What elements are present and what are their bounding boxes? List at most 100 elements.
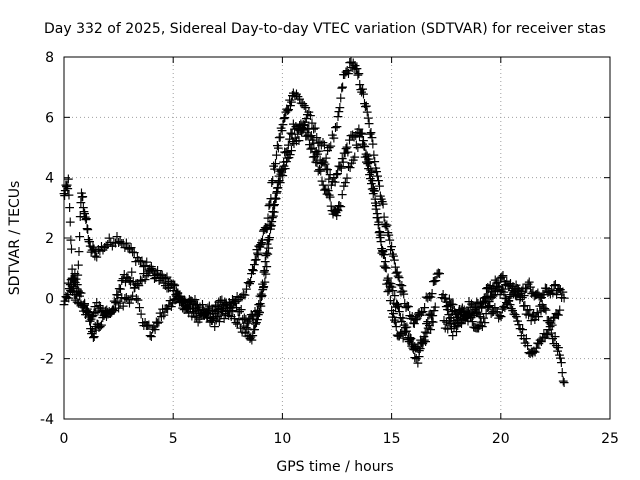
data-point: + — [150, 314, 162, 330]
data-point: + — [466, 297, 478, 313]
data-point: + — [84, 313, 96, 329]
data-point: + — [329, 174, 341, 190]
data-point: + — [248, 257, 260, 273]
data-point: + — [523, 307, 535, 323]
data-point: + — [420, 290, 432, 306]
data-point: + — [297, 122, 309, 138]
data-point: + — [278, 158, 290, 174]
data-point: + — [117, 236, 129, 252]
data-point: + — [377, 243, 389, 259]
data-point: + — [453, 302, 465, 318]
data-point: + — [199, 306, 211, 322]
data-point: + — [469, 320, 481, 336]
data-point: + — [139, 258, 151, 274]
data-point: + — [66, 281, 78, 297]
data-point: + — [496, 302, 508, 318]
data-point: + — [493, 280, 505, 296]
data-point: + — [77, 189, 89, 205]
data-point: + — [391, 296, 403, 312]
data-point: + — [513, 284, 525, 300]
y-axis-ticks: -4 -2 0 2 4 6 8 — [40, 50, 610, 428]
data-point: + — [78, 204, 90, 220]
data-point: + — [421, 326, 433, 342]
data-point: + — [396, 314, 408, 330]
data-point: + — [345, 55, 357, 71]
data-point: + — [368, 181, 380, 197]
data-point: + — [94, 319, 106, 335]
data-point: + — [555, 351, 567, 367]
data-point: + — [202, 300, 214, 316]
data-point: + — [524, 302, 536, 318]
data-point: + — [204, 314, 216, 330]
data-point: + — [352, 68, 364, 84]
data-point: + — [188, 296, 200, 312]
data-point: + — [522, 276, 534, 292]
data-point: + — [286, 143, 298, 159]
data-point: + — [100, 304, 112, 320]
data-point: + — [159, 301, 171, 317]
data-point: + — [80, 307, 92, 323]
data-point: + — [238, 287, 250, 303]
data-point: + — [476, 299, 488, 315]
data-point: + — [165, 299, 177, 315]
data-point: + — [325, 139, 337, 155]
data-point: + — [323, 140, 335, 156]
data-point: + — [93, 320, 105, 336]
data-point: + — [535, 304, 547, 320]
data-point: + — [557, 374, 569, 390]
data-point: + — [304, 129, 316, 145]
data-point: + — [312, 147, 324, 163]
data-point: + — [320, 181, 332, 197]
data-point: + — [442, 321, 454, 337]
data-point: + — [314, 134, 326, 150]
data-point: + — [232, 304, 244, 320]
data-point: + — [495, 271, 507, 287]
data-point: + — [481, 289, 493, 305]
data-point: + — [454, 315, 466, 331]
data-point: + — [298, 98, 310, 114]
data-point: + — [521, 331, 533, 347]
data-point: + — [407, 337, 419, 353]
data-point: + — [279, 161, 291, 177]
data-point: + — [292, 122, 304, 138]
data-point: + — [554, 347, 566, 363]
data-point: + — [272, 180, 284, 196]
data-point: + — [153, 315, 165, 331]
data-point: + — [271, 186, 283, 202]
data-point: + — [303, 104, 315, 120]
data-point: + — [490, 284, 502, 300]
data-point: + — [341, 170, 353, 186]
data-point: + — [374, 230, 386, 246]
data-point: + — [344, 55, 356, 71]
data-point: + — [253, 238, 265, 254]
data-point: + — [69, 274, 81, 290]
data-point: + — [522, 338, 534, 354]
data-point: + — [88, 242, 100, 258]
data-point: + — [526, 286, 538, 302]
data-point: + — [105, 306, 117, 322]
data-point: + — [514, 321, 526, 337]
data-point: + — [443, 315, 455, 331]
data-point: + — [265, 222, 277, 238]
data-point: + — [180, 301, 192, 317]
data-point: + — [422, 320, 434, 336]
data-point: + — [441, 314, 453, 330]
data-point: + — [505, 276, 517, 292]
data-point: + — [309, 145, 321, 161]
data-point: + — [491, 276, 503, 292]
data-point: + — [282, 151, 294, 167]
data-point: + — [189, 292, 201, 308]
data-point: + — [267, 173, 279, 189]
data-point: + — [210, 297, 222, 313]
data-point: + — [70, 277, 82, 293]
data-point: + — [274, 164, 286, 180]
data-point: + — [261, 246, 273, 262]
data-point: + — [259, 254, 271, 270]
data-point: + — [531, 305, 543, 321]
data-point: + — [395, 284, 407, 300]
data-point: + — [543, 313, 555, 329]
data-point: + — [317, 177, 329, 193]
data-point: + — [241, 281, 253, 297]
data-point: + — [453, 316, 465, 332]
data-point: + — [460, 308, 472, 324]
